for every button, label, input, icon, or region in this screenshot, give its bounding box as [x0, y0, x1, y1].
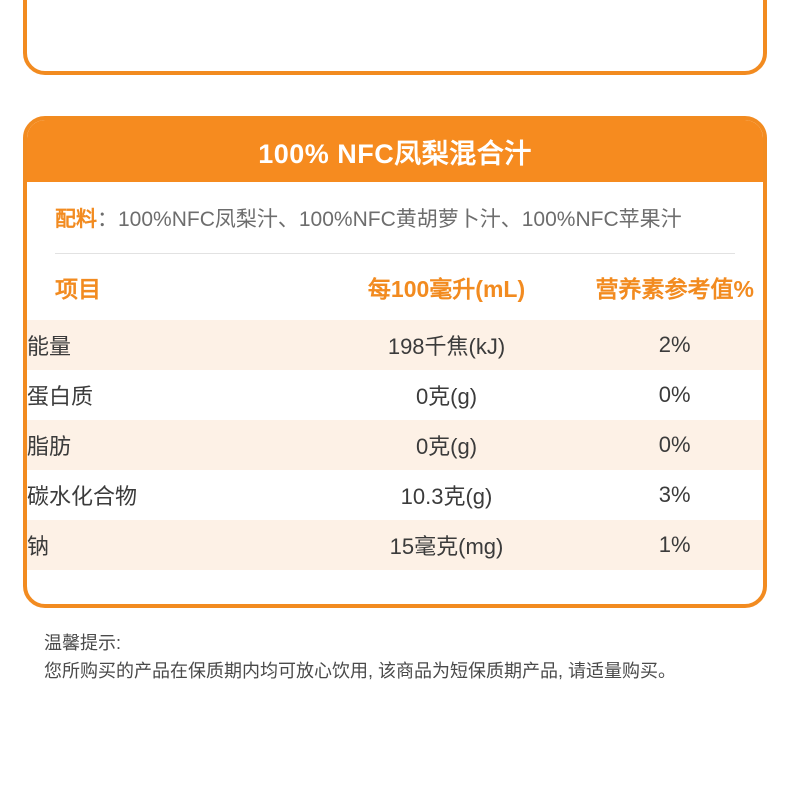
card-header: 100% NFC凤梨混合汁: [27, 120, 763, 182]
nutrient-name: 脂肪: [27, 434, 72, 460]
ingredients-text: 100%NFC凤梨汁、100%NFC黄胡萝卜汁、100%NFC苹果汁: [118, 208, 682, 231]
ingredients-label: 配料: [55, 208, 97, 231]
nutrient-name: 钠: [27, 534, 50, 560]
nutrient-value: 0克(g): [415, 384, 478, 410]
nutrient-value: 15毫克(mg): [389, 534, 504, 560]
nutrient-nrv: 0%: [658, 432, 691, 458]
nutrient-value: 0克(g): [415, 434, 478, 460]
nutrition-card: 100% NFC凤梨混合汁 配料：100%NFC凤梨汁、100%NFC黄胡萝卜汁…: [23, 116, 767, 608]
nutrition-table-head: 项目 每100毫升(mL) 营养素参考值%: [27, 254, 763, 321]
nutrient-name: 能量: [27, 334, 72, 360]
column-header-nrv: 营养素参考值%: [586, 254, 763, 321]
nutrient-nrv: 1%: [658, 532, 691, 558]
nutrient-value: 198千焦(kJ): [387, 334, 506, 360]
table-row: 脂肪 0克(g) 0%: [27, 420, 763, 471]
nutrient-name: 蛋白质: [27, 384, 94, 410]
note-title: 温馨提示:: [44, 633, 122, 653]
column-header-item: 项目: [27, 254, 307, 321]
table-row: 碳水化合物 10.3克(g) 3%: [27, 470, 763, 521]
footer-note: 温馨提示: 您所购买的产品在保质期内均可放心饮用, 该商品为短保质期产品, 请适…: [44, 630, 754, 686]
product-title: 100% NFC凤梨混合汁: [258, 138, 532, 169]
table-header-row: 项目 每100毫升(mL) 营养素参考值%: [27, 254, 763, 321]
ingredients-separator: ：: [97, 208, 118, 231]
column-header-value: 每100毫升(mL): [306, 254, 587, 321]
nutrient-name: 碳水化合物: [27, 484, 138, 510]
card-body: 配料：100%NFC凤梨汁、100%NFC黄胡萝卜汁、100%NFC苹果汁 项目…: [27, 182, 763, 571]
nutrition-table: 项目 每100毫升(mL) 营养素参考值% 能量 198千焦(kJ) 2% 蛋白…: [27, 254, 763, 571]
note-body: 您所购买的产品在保质期内均可放心饮用, 该商品为短保质期产品, 请适量购买。: [44, 660, 677, 681]
previous-nutrition-card: 碳水化合物 11.0克(g) 4% 钠 9毫克(mg) 0%: [23, 0, 767, 75]
ingredients-row: 配料：100%NFC凤梨汁、100%NFC黄胡萝卜汁、100%NFC苹果汁: [27, 182, 763, 253]
nutrient-nrv: 3%: [658, 482, 691, 508]
ingredients-divider: [55, 253, 735, 255]
nutrition-table-body: 能量 198千焦(kJ) 2% 蛋白质 0克(g) 0% 脂肪 0克(g) 0%: [27, 320, 763, 571]
nutrient-nrv: 0%: [658, 382, 691, 408]
table-row: 蛋白质 0克(g) 0%: [27, 370, 763, 421]
nutrient-nrv: 2%: [658, 332, 691, 358]
table-row: 能量 198千焦(kJ) 2%: [27, 320, 763, 371]
table-row: 钠 15毫克(mg) 1%: [27, 520, 763, 571]
nutrient-value: 10.3克(g): [400, 484, 493, 510]
